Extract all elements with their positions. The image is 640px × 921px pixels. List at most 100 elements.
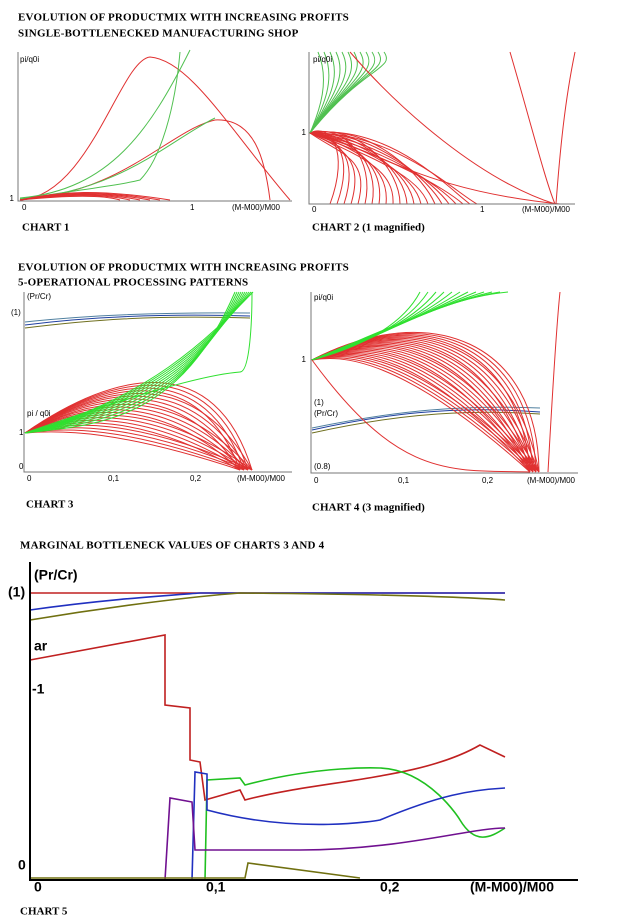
curve [309, 132, 561, 205]
curve [24, 316, 251, 329]
curve [309, 51, 324, 134]
x-tick-label: 1 [190, 203, 195, 212]
x-tick-label: 0 [27, 474, 32, 483]
curve [24, 314, 251, 326]
y-label: pi/q0i [313, 55, 332, 64]
curve [311, 357, 531, 473]
x-tick-label: 0,2 [190, 474, 202, 483]
curve [24, 291, 253, 434]
curve [311, 291, 509, 361]
curve [24, 409, 245, 471]
curve [24, 381, 253, 471]
curve [309, 51, 387, 134]
x-label: (M-M00)/M00 [237, 474, 286, 483]
label: -1 [32, 681, 45, 697]
x-tick-label: 0 [22, 203, 27, 212]
curve [311, 411, 541, 434]
curve [24, 312, 251, 323]
curve [309, 132, 429, 205]
curve [311, 359, 531, 473]
curve [311, 356, 534, 473]
label: pi/q0i [314, 293, 333, 302]
curve [311, 409, 541, 431]
label: (1) [11, 308, 21, 317]
label: ar [34, 638, 48, 654]
section-title: EVOLUTION OF PRODUCTMIX WITH INCREASING … [18, 262, 349, 274]
y-tick-label: 1 [10, 194, 15, 203]
caption: CHART 2 (1 magnified) [312, 222, 425, 234]
label: 0 [19, 462, 24, 471]
curve [19, 191, 171, 201]
x-tick-label: 0 [314, 476, 319, 485]
section-subtitle: 5-OPERATIONAL PROCESSING PATTERNS [18, 277, 248, 289]
curve [309, 132, 415, 205]
curve [191, 771, 506, 881]
curve [309, 132, 394, 205]
label: 1 [302, 355, 307, 364]
x-tick-label: 0 [312, 205, 317, 214]
section-subtitle: SINGLE-BOTTLENECKED MANUFACTURING SHOP [18, 28, 299, 40]
curve [547, 291, 561, 473]
curve [311, 344, 531, 473]
curve [24, 387, 245, 471]
caption: CHART 3 [26, 499, 74, 511]
label: 0 [18, 857, 26, 873]
x-label: (M-M00)/M00 [527, 476, 576, 485]
curve [309, 131, 471, 205]
label: (1) [8, 584, 25, 600]
curve [19, 51, 181, 200]
label: (Pr/Cr) [314, 409, 338, 418]
axis [29, 562, 578, 881]
x-tick-label: 0,1 [398, 476, 410, 485]
curve [509, 51, 556, 205]
x-tick-label: 0 [34, 879, 42, 895]
curve [29, 592, 505, 611]
curve [309, 132, 362, 205]
label: pi / q0i [27, 409, 51, 418]
curve [555, 51, 576, 205]
caption: CHART 1 [22, 222, 69, 234]
curve [309, 132, 478, 205]
axis [17, 52, 292, 202]
label: 1 [19, 428, 24, 437]
section-title: MARGINAL BOTTLENECK VALUES OF CHARTS 3 A… [20, 540, 325, 552]
curve [164, 797, 506, 881]
curve [311, 340, 531, 473]
axis [23, 292, 292, 473]
y-label: pi/q0i [20, 55, 39, 64]
x-tick-label: 1 [480, 205, 485, 214]
curve [349, 51, 556, 205]
x-label: (M-M00)/M00 [232, 203, 281, 212]
axis [308, 52, 575, 205]
curve [24, 384, 249, 471]
curve [309, 132, 450, 205]
curve [24, 398, 245, 471]
curve [311, 346, 540, 473]
label: (0.8) [314, 462, 331, 471]
curve [29, 634, 506, 802]
x-tick-label: 0,1 [108, 474, 120, 483]
curve [311, 406, 541, 429]
x-tick-label: 0,2 [380, 879, 400, 895]
curve [29, 592, 506, 621]
curve [19, 49, 191, 199]
y-tick-label: 1 [302, 128, 307, 137]
label: (Pr/Cr) [27, 292, 51, 301]
curve [309, 132, 457, 205]
label: (1) [314, 398, 324, 407]
section-title: EVOLUTION OF PRODUCTMIX WITH INCREASING … [18, 12, 349, 24]
curve [19, 56, 291, 201]
x-label: (M-M00)/M00 [470, 879, 554, 895]
curve [24, 414, 253, 471]
curves [19, 49, 576, 881]
curve [30, 862, 361, 879]
caption: CHART 5 [20, 906, 68, 918]
curve [24, 291, 254, 434]
x-tick-label: 0,2 [482, 476, 494, 485]
axis [310, 292, 578, 474]
caption: CHART 4 (3 magnified) [312, 502, 425, 514]
curve [19, 117, 216, 200]
x-label: (M-M00)/M00 [522, 205, 571, 214]
curve [204, 767, 506, 881]
